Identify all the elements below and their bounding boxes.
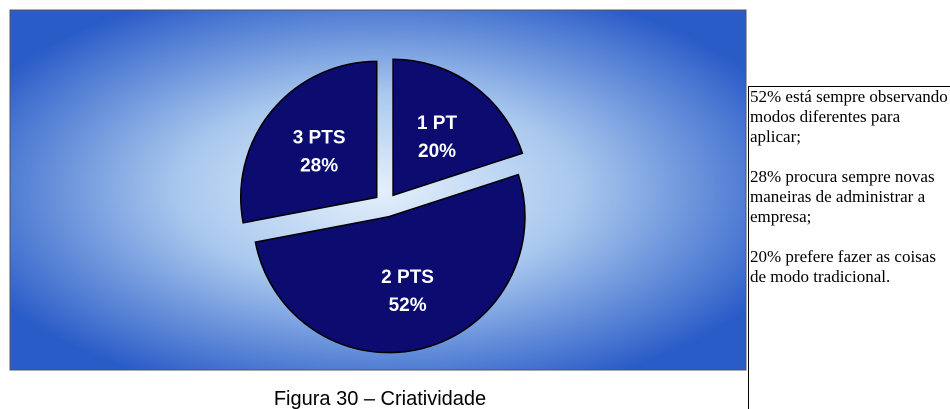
slice-label: 1 PT [417,113,458,134]
pie-slice [254,173,526,354]
slice-label: 3 PTS [293,128,346,149]
paragraph: 28% procura sempre novas maneiras de adm… [750,167,935,226]
pie-slice [392,58,524,197]
slice-value-label: 20% [418,141,456,162]
slice-label: 2 PTS [381,267,434,288]
paragraph: 52% está sempre observando modos diferen… [750,87,948,146]
caption: Figura 30 – Criatividade [274,388,486,409]
side-text: 52% está sempre observando modos diferen… [748,86,950,409]
slice-value-label: 52% [389,295,427,316]
slice-value-label: 28% [300,156,338,177]
pie-slice [240,60,378,224]
paragraph: 20% prefere fazer as coisas de modo trad… [750,247,936,286]
